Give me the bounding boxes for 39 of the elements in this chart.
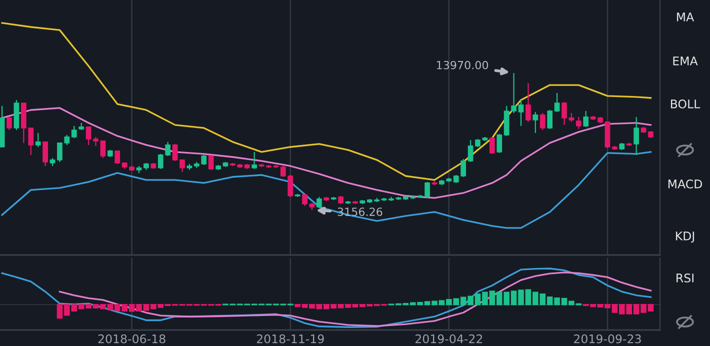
candlestick xyxy=(562,101,567,126)
candlestick xyxy=(71,125,77,139)
candlestick xyxy=(114,150,120,165)
candlestick xyxy=(42,141,48,167)
text: EMA xyxy=(673,56,698,66)
candlestick xyxy=(172,143,178,162)
candlestick xyxy=(554,92,560,113)
x-tick-label: 2018-11-19 xyxy=(256,334,324,344)
candlestick xyxy=(518,99,524,127)
candlestick xyxy=(489,136,495,155)
text: BOLL xyxy=(670,99,700,108)
text: MA xyxy=(677,12,694,22)
candlestick xyxy=(6,116,12,131)
candlestick xyxy=(583,110,589,128)
candlestick xyxy=(252,151,258,170)
candlestick xyxy=(547,109,553,130)
candlestick xyxy=(634,116,640,156)
candlestick xyxy=(532,111,538,134)
candlestick xyxy=(540,112,546,131)
text: RSI xyxy=(676,273,694,282)
candlestick xyxy=(86,126,92,146)
candlestick xyxy=(576,116,582,130)
annotation: 3156.26 xyxy=(338,208,382,216)
candlestick xyxy=(496,133,502,154)
candlestick xyxy=(316,196,322,208)
candlestick xyxy=(526,82,531,122)
x-tick-label: 2019-04-22 xyxy=(415,334,482,344)
candlestick xyxy=(180,159,185,172)
x-tick-label: 2018-06-18 xyxy=(98,334,166,344)
candlestick xyxy=(93,136,98,147)
candlestick xyxy=(208,154,214,170)
candlestick xyxy=(302,193,308,206)
annotation: 13970.00 xyxy=(436,60,488,70)
text: MACD xyxy=(668,179,702,188)
candlestick xyxy=(100,140,106,159)
text: KDJ xyxy=(676,232,694,243)
x-tick-label: 2019-09-23 xyxy=(574,334,641,344)
candlestick xyxy=(35,132,41,148)
candlestick xyxy=(468,139,474,162)
